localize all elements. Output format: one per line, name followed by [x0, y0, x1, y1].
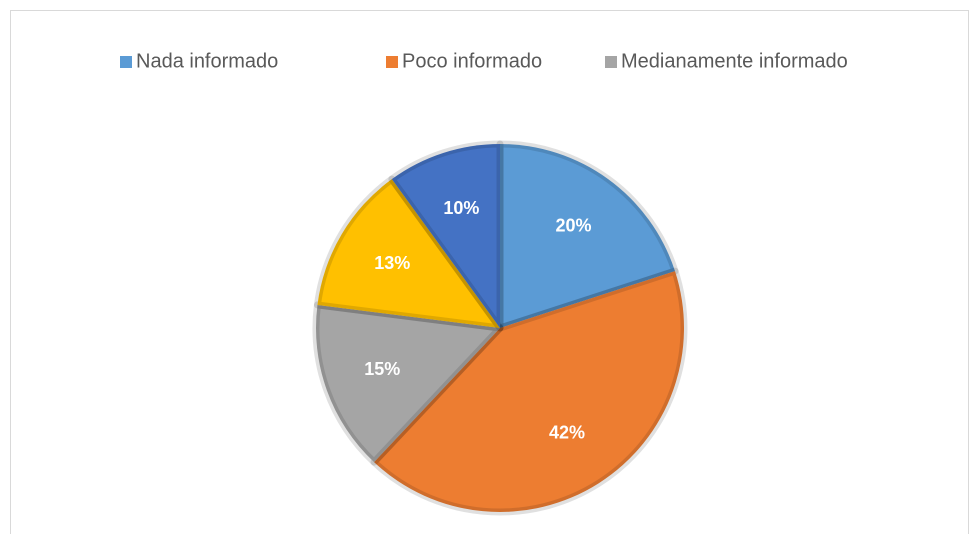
legend-swatch: [605, 56, 617, 68]
pie-slice: [391, 144, 500, 328]
pie-slice: [316, 304, 500, 463]
pie-slice: [317, 179, 500, 328]
pie-slice-edge: [312, 301, 504, 466]
pie-slice: [500, 144, 675, 328]
legend-swatch: [120, 56, 132, 68]
legend-label: Medianamente informado: [621, 50, 848, 72]
data-label: 13%: [374, 253, 410, 273]
pie-slice-edge: [370, 267, 688, 516]
legend-swatch: [386, 56, 398, 68]
legend-label: Poco informado: [402, 50, 542, 72]
legend-label: Nada informado: [136, 50, 278, 72]
data-label: 20%: [556, 216, 592, 236]
pie-slice-edge: [496, 140, 679, 332]
data-label: 42%: [549, 422, 585, 442]
pie-slice: [374, 271, 684, 512]
data-label: 10%: [443, 198, 479, 218]
data-label: 15%: [364, 359, 400, 379]
pie-slice-edge: [388, 140, 504, 332]
pie-slice-edge: [313, 175, 504, 332]
chart-frame: [10, 10, 969, 534]
